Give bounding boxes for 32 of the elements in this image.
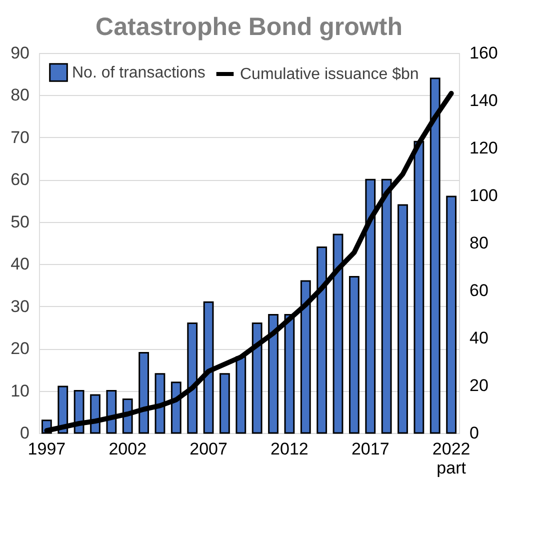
x-tick-label: 2022 part xyxy=(432,440,470,478)
y2-tick-label: 160 xyxy=(470,44,498,62)
x-tick-label: 1997 xyxy=(28,440,66,458)
y2-tick-label: 0 xyxy=(470,424,479,442)
y-tick-label: 10 xyxy=(10,381,30,400)
y2-tick-label: 100 xyxy=(470,186,498,205)
bar xyxy=(446,196,457,434)
y2-tick-label: 20 xyxy=(470,376,488,395)
y2-tick-label: 80 xyxy=(470,234,488,252)
bar xyxy=(220,373,230,434)
y-tick-label: 70 xyxy=(10,128,30,147)
x-tick-label: 2012 xyxy=(270,440,308,458)
y-tick-label: 50 xyxy=(10,212,30,232)
x-tick-label: 2017 xyxy=(351,440,390,458)
y2-tick-label: 140 xyxy=(470,91,498,110)
x-tick-label: 2007 xyxy=(190,440,228,458)
y-tick-label: 30 xyxy=(10,296,30,316)
bar xyxy=(398,204,408,434)
y-tick-label: 0 xyxy=(20,424,30,442)
y-tick-label: 60 xyxy=(10,170,30,190)
y2-tick-label: 60 xyxy=(470,281,488,300)
x-tick-label: 2002 xyxy=(108,440,147,458)
y-tick-label: 90 xyxy=(10,44,30,62)
y-tick-label: 20 xyxy=(10,339,30,358)
legend-label: No. of transactions xyxy=(72,64,206,82)
chart-title: Catastrophe Bond growth xyxy=(96,13,402,41)
y2-tick-label: 120 xyxy=(470,138,498,158)
legend-label: Cumulative issuance $bn xyxy=(240,66,419,83)
y-tick-label: 80 xyxy=(10,86,30,105)
y-tick-label: 40 xyxy=(10,254,30,274)
y2-tick-label: 40 xyxy=(470,328,488,348)
bar xyxy=(349,276,360,434)
